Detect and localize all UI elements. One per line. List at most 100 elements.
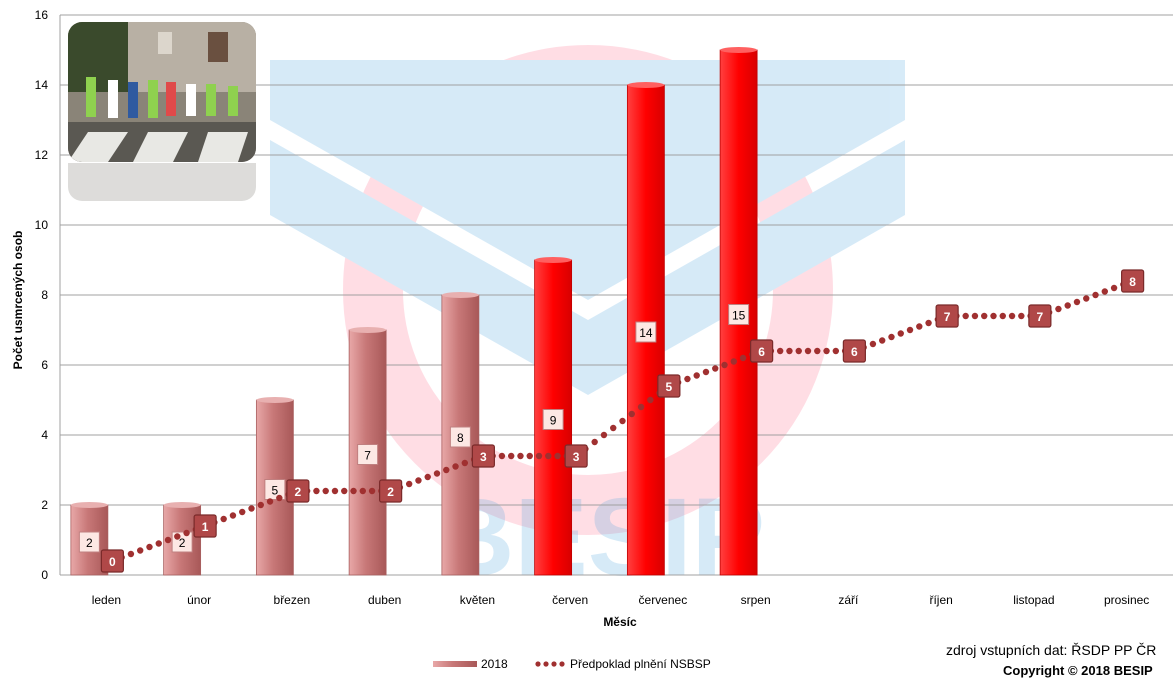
legend-swatch-2018 [433,661,477,667]
bar [348,329,387,576]
trend-value-box [471,444,495,468]
bar-value-label: 8 [457,431,464,445]
trend-dot [1092,291,1099,299]
bar-value-label: 7 [364,449,371,463]
x-tick-label: červen [552,593,588,607]
bar-top [534,257,572,263]
trend-dot [545,452,552,460]
trend-value-label: 1 [202,520,209,534]
trend-dot [313,487,320,495]
bar-top [627,82,665,88]
trend-dot [795,347,802,355]
x-tick-label: prosinec [1104,593,1149,607]
trend-dot [739,354,747,362]
trend-dot [341,487,348,495]
trend-dot [461,459,469,467]
bar-value-box [449,426,471,448]
legend: 2018 Předpoklad plnění NSBSP [433,657,711,671]
trend-dot [1073,298,1081,306]
legend-swatch-line [535,661,565,667]
trend-value-box [379,479,403,503]
bar-value-box [264,479,286,500]
bar-value-box [635,321,657,343]
trend-dot [174,533,181,540]
trend-value-label: 5 [666,380,673,394]
x-tick-label: září [838,593,859,607]
x-tick-label: březen [274,593,311,607]
trend-dot [916,323,923,330]
children-crossing-photo [68,22,256,162]
trend-dot [702,368,710,376]
trend-dot [220,515,227,523]
trend-dot [183,529,190,537]
trend-dot [498,452,506,460]
trend-dot [776,347,784,355]
bar-value-label: 5 [272,484,279,498]
trend-dot [962,312,969,320]
trend-dot [971,312,979,320]
trend-value-label: 8 [1129,275,1136,289]
trend-dot [600,431,608,439]
trend-value-box [842,339,866,363]
trend-dot [610,424,617,432]
trend-value-label: 6 [851,345,858,359]
trend-dot [730,358,737,365]
trend-dot [155,540,162,547]
trend-value-label: 3 [480,450,487,464]
trend-value-box [657,374,681,398]
trend-dot [554,452,561,460]
trend-dot [637,403,645,411]
x-tick-label: květen [460,593,495,607]
trend-dot [684,375,691,383]
y-tick-label: 10 [35,218,49,232]
trend-dot [146,543,153,551]
trend-dot [322,487,329,495]
trend-dot [869,340,877,348]
trend-dot [999,312,1006,320]
trend-dot [526,452,533,460]
x-tick-label: leden [92,593,121,607]
y-tick-label: 2 [41,498,48,512]
trend-dot [693,372,700,379]
x-tick-label: říjen [929,593,952,607]
trend-value-box [935,304,959,328]
trend-dot [628,410,635,418]
bar-top [163,502,201,508]
trend-dot [814,347,821,355]
trend-dot [1110,284,1118,292]
y-tick-label: 0 [41,568,48,582]
trend-value-label: 0 [109,555,116,569]
trend-dot [804,347,812,355]
trend-dot [350,487,357,495]
trend-dot [535,452,543,460]
trend-dot [248,505,255,512]
y-tick-label: 14 [35,78,49,92]
trend-dot [424,473,431,481]
trend-dot [897,330,904,337]
trend-dot [1101,288,1109,295]
trend-dot [452,463,459,470]
bar-value-box [78,531,100,553]
trend-dot [1064,302,1071,309]
trend-dot [276,494,283,502]
trend-value-box [100,549,124,573]
x-tick-label: červenec [639,593,688,607]
trend-dot [832,347,840,355]
x-axis: leden únor březen duben květen červen červenec… [92,593,1150,607]
trend-dot [137,547,144,554]
trend-dot [1008,312,1016,320]
copyright-note: Copyright © 2018 BESIP [1003,663,1153,678]
trend-dot [508,452,515,460]
trend-dot [906,326,914,334]
trend-dot [359,487,366,495]
trend-value-label: 2 [295,485,302,499]
trend-value-label: 2 [387,485,394,499]
trend-dot [721,361,728,369]
trend-value-label: 6 [758,345,765,359]
y-tick-label: 8 [41,288,48,302]
bar-value-box [357,444,379,465]
y-axis: 0 2 4 6 8 10 12 14 16 [35,8,61,582]
trend-value-box [286,479,310,503]
trend-dot [712,365,719,372]
